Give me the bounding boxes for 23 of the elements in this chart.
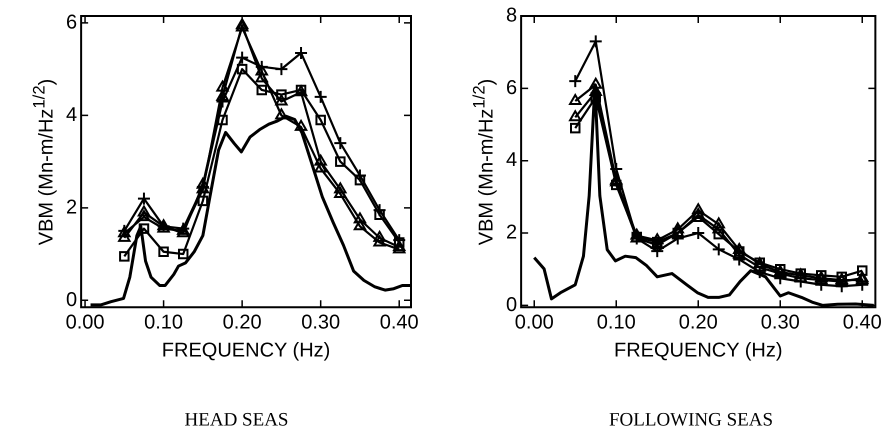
y-tick-label: 6 (66, 11, 78, 34)
text: FOLLOWING SEAS (608, 410, 774, 431)
y-tick-label: 6 (506, 76, 518, 99)
y-tick-label: 8 (506, 4, 518, 27)
x-axis-title: FREQUENCY (Hz) (614, 340, 783, 362)
x-axis-title: FREQUENCY (Hz) (162, 340, 330, 362)
x-tick-label: 0.00 (514, 312, 554, 334)
text: HEAD SEAS (184, 410, 288, 431)
x-tick-label: 0.30 (760, 312, 800, 334)
y-tick-label: 4 (66, 104, 78, 126)
x-tick-label: 0.20 (222, 312, 262, 334)
x-tick-label: 0.10 (596, 312, 636, 334)
y-tick-label: 0 (66, 288, 78, 311)
x-tick-label: 0.00 (66, 312, 105, 334)
x-tick-label: 0.30 (301, 312, 340, 334)
x-tick-label: 0.40 (842, 312, 882, 334)
y-tick-label: 4 (506, 149, 518, 172)
y-tick-label: 0 (506, 294, 518, 316)
y-tick-label: 2 (506, 222, 518, 244)
x-tick-label: 0.20 (678, 312, 718, 334)
x-tick-label: 0.10 (144, 312, 184, 334)
y-tick-label: 2 (66, 196, 78, 218)
x-tick-label: 0.40 (380, 312, 419, 334)
